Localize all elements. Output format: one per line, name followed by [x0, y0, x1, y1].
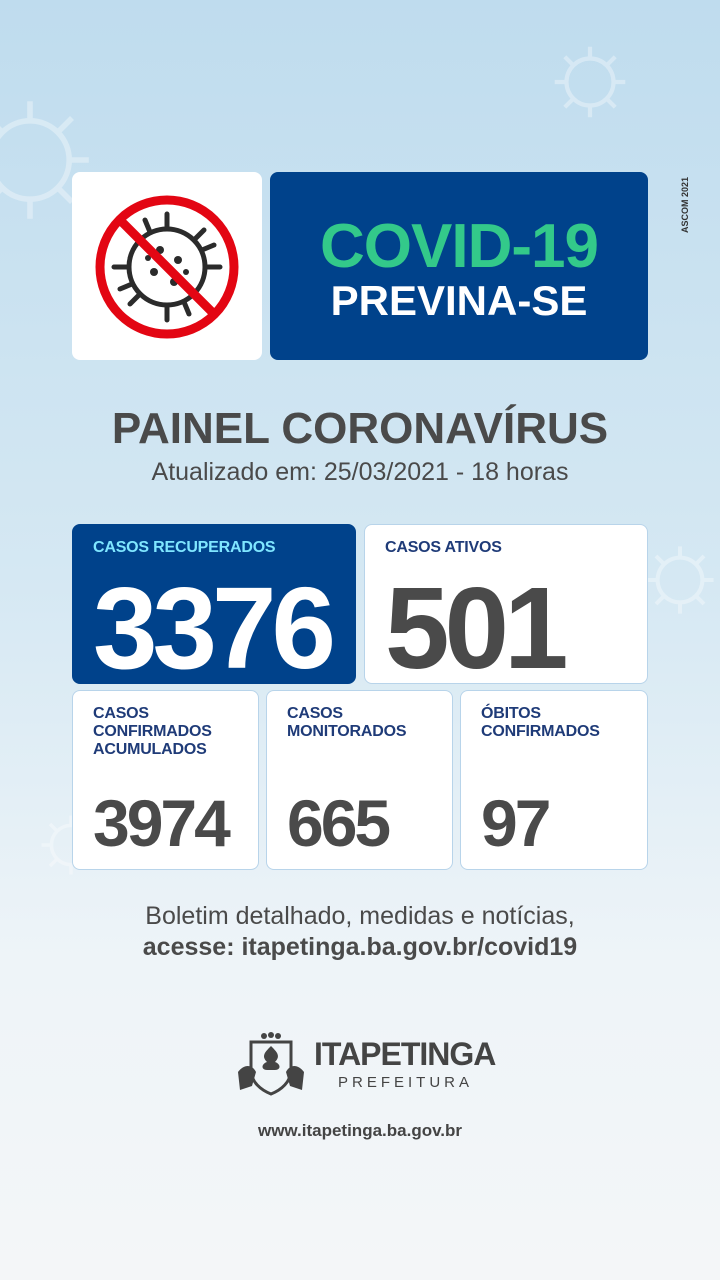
- deaths-label: ÓBITOS CONFIRMADOS: [481, 705, 600, 740]
- logo-name: ITAPETINGA: [314, 1036, 496, 1072]
- credit-text: ASCOM 2021: [680, 176, 690, 234]
- deaths-card: ÓBITOS CONFIRMADOS 97: [460, 690, 648, 870]
- confirmed-value: 3974: [93, 786, 231, 860]
- virus-decoration-icon: [0, 101, 89, 219]
- logo-subtitle: PREFEITURA: [338, 1074, 474, 1091]
- deaths-value: 97: [481, 786, 551, 860]
- virus-decoration-icon: [554, 46, 626, 118]
- active-card: CASOS ATIVOS 501: [364, 524, 648, 693]
- recovered-label: CASOS RECUPERADOS: [93, 539, 276, 556]
- recovered-value: 3376: [93, 563, 336, 693]
- recovered-card: CASOS RECUPERADOS 3376: [72, 524, 356, 693]
- city-coat-of-arms-logo: [238, 1032, 304, 1096]
- website-link[interactable]: www.itapetinga.ba.gov.br: [257, 1121, 463, 1140]
- confirmed-label: CASOS CONFIRMADOS ACUMULADOS: [93, 705, 212, 758]
- banner-subtitle: PREVINA-SE: [330, 277, 588, 324]
- virus-decoration-icon: [646, 546, 714, 614]
- covid-link[interactable]: acesse: itapetinga.ba.gov.br/covid19: [142, 933, 578, 961]
- no-virus-icon: [95, 195, 239, 339]
- banner-title: COVID-19: [320, 212, 599, 281]
- bulletin-text: Boletim detalhado, medidas e notícias,: [145, 902, 575, 930]
- title-banner: COVID-19 PREVINA-SE: [270, 172, 648, 360]
- updated-text: Atualizado em: 25/03/2021 - 18 horas: [151, 458, 569, 486]
- monitored-card: CASOS MONITORADOS 665: [266, 690, 453, 870]
- monitored-label: CASOS MONITORADOS: [287, 705, 407, 740]
- confirmed-card: CASOS CONFIRMADOS ACUMULADOS 3974: [72, 690, 259, 870]
- panel-title: PAINEL CORONAVÍRUS: [111, 404, 609, 453]
- active-value: 501: [385, 563, 569, 693]
- monitored-value: 665: [287, 786, 391, 860]
- no-virus-card: [72, 172, 262, 360]
- active-label: CASOS ATIVOS: [385, 539, 502, 556]
